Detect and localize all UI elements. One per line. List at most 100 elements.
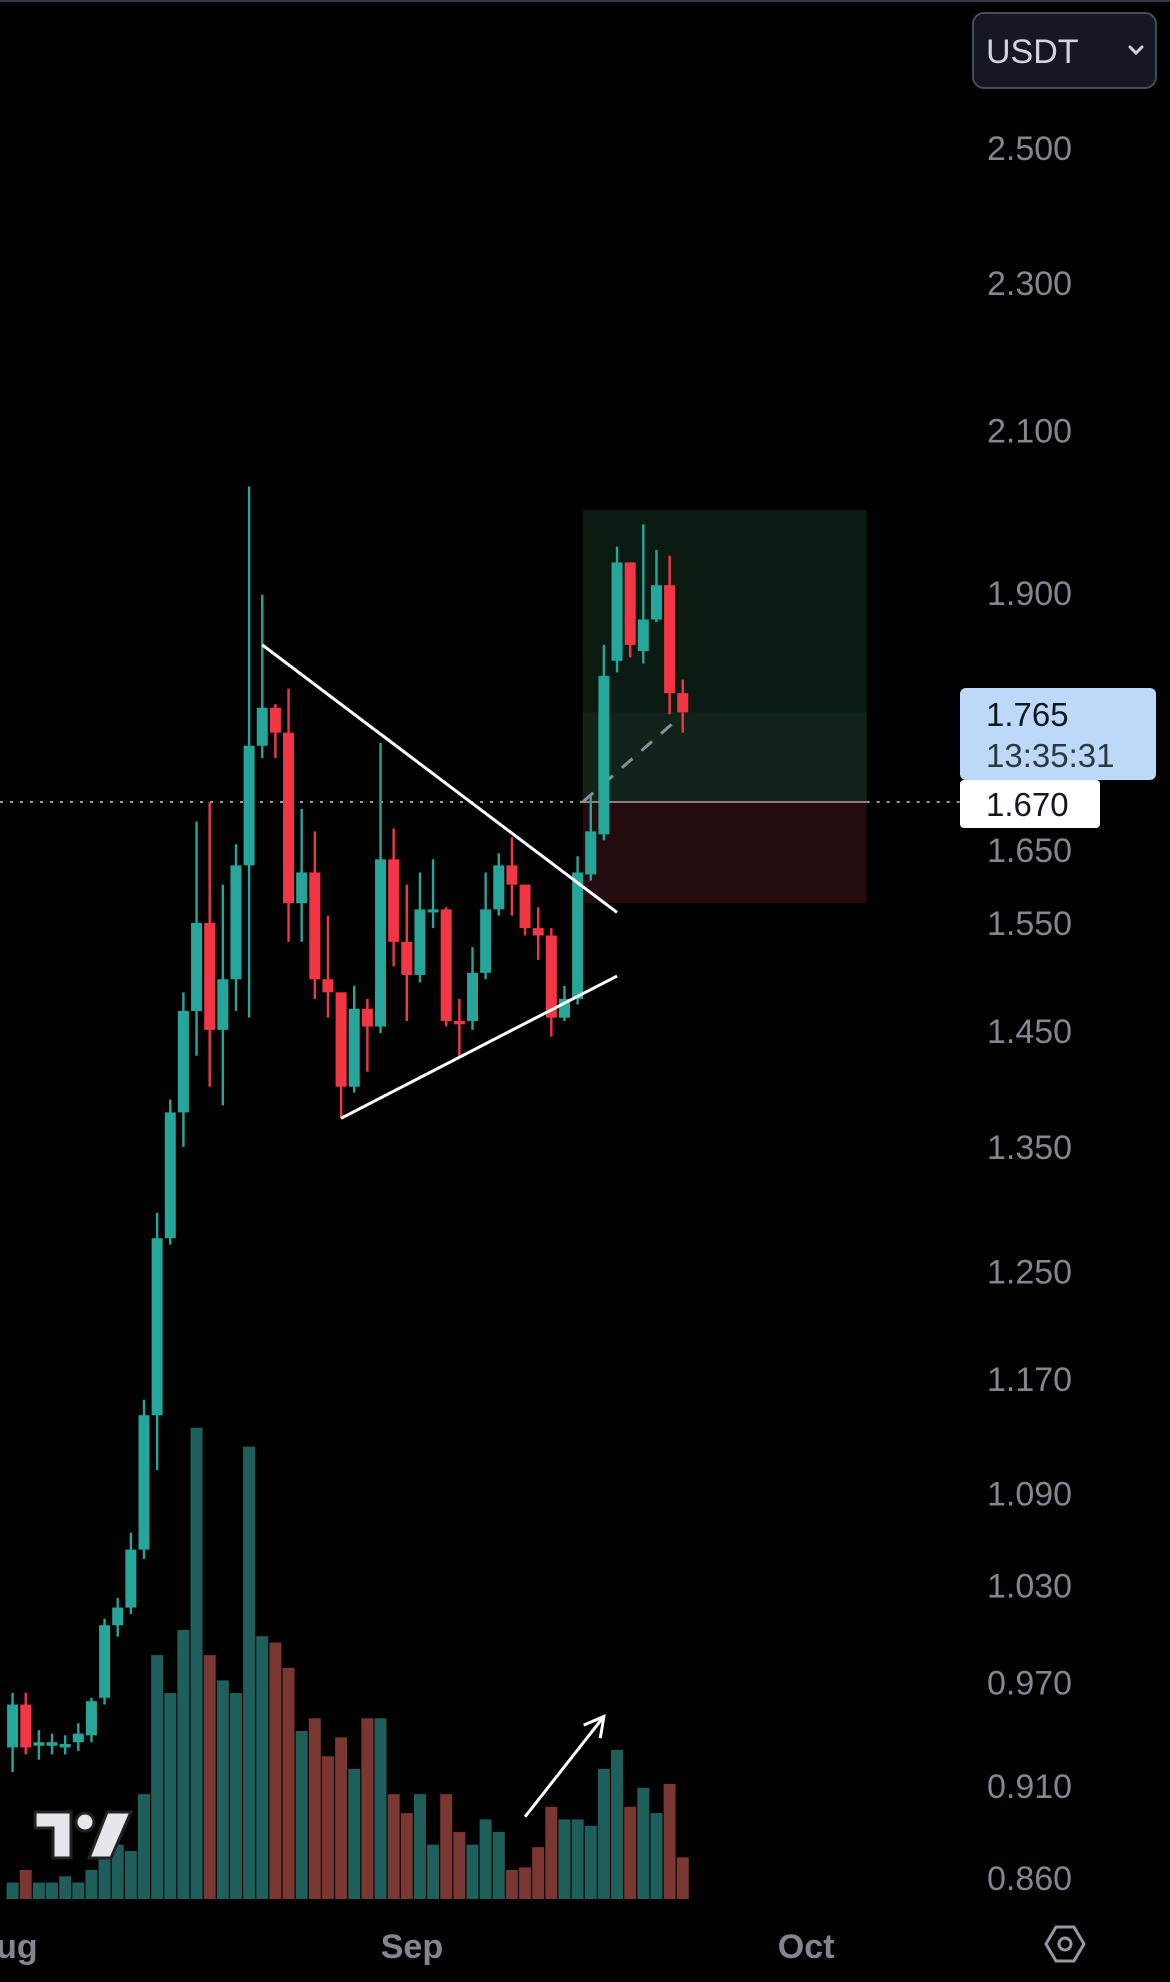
- candle-body: [269, 707, 281, 733]
- volume-bars: [6, 1427, 689, 1899]
- volume-bar: [519, 1867, 532, 1899]
- candle-body: [322, 979, 334, 993]
- settings-button[interactable]: [1044, 1925, 1086, 1963]
- candle-body: [164, 1112, 176, 1239]
- price-axis[interactable]: 2.500 2.300 2.100 1.900 1.650 1.550 1.450 1.350…: [987, 130, 1072, 1898]
- price-tick: 1.350: [987, 1129, 1072, 1167]
- candle-body: [230, 865, 242, 980]
- position-tool[interactable]: [0, 509, 960, 904]
- candles: [7, 486, 689, 1772]
- candle-body: [112, 1607, 124, 1626]
- candle-body: [177, 1011, 189, 1113]
- candle-body: [243, 745, 255, 866]
- volume-bar: [650, 1813, 663, 1899]
- volume-bar: [453, 1832, 466, 1899]
- candle-body: [611, 562, 623, 661]
- entry-price: 1.670: [986, 786, 1069, 823]
- volume-bar: [190, 1427, 203, 1899]
- candle-body: [59, 1743, 71, 1748]
- chevron-down-icon: [1128, 45, 1144, 56]
- candle-body: [401, 941, 413, 975]
- candle-body: [480, 909, 492, 973]
- candle-body: [99, 1625, 111, 1698]
- volume-bar: [387, 1794, 400, 1899]
- volume-bar: [571, 1819, 584, 1899]
- stop-zone[interactable]: [582, 802, 867, 904]
- volume-bar: [466, 1844, 479, 1899]
- candle-body: [545, 935, 557, 1018]
- candle-body: [467, 972, 478, 1021]
- candle-body: [519, 884, 531, 929]
- volume-bar: [85, 1869, 98, 1899]
- trendline[interactable]: [261, 643, 618, 914]
- candle-body: [309, 872, 321, 980]
- candle-body: [598, 676, 610, 835]
- volume-bar: [532, 1847, 545, 1899]
- candle-body: [506, 865, 518, 885]
- bar-countdown: 13:35:31: [986, 737, 1114, 774]
- candle-body: [151, 1238, 163, 1416]
- volume-bar: [611, 1749, 624, 1899]
- candle-body: [453, 1020, 465, 1025]
- candle-body: [348, 1008, 360, 1087]
- volume-bar: [335, 1737, 348, 1899]
- candle-body: [427, 909, 439, 913]
- volume-bar: [440, 1794, 453, 1899]
- currency-selector[interactable]: USDT: [972, 12, 1157, 89]
- volume-bar: [243, 1446, 256, 1899]
- volume-bar: [19, 1869, 32, 1899]
- candle-body: [572, 872, 584, 999]
- price-tick: 1.450: [987, 1013, 1072, 1051]
- candle-body: [624, 562, 636, 645]
- volume-bar: [348, 1768, 361, 1899]
- candle-body: [388, 859, 400, 942]
- candle-body: [440, 909, 452, 1021]
- candle-body: [46, 1742, 58, 1746]
- volume-bar: [545, 1806, 558, 1899]
- candle-body: [85, 1701, 97, 1736]
- candle-body: [664, 585, 676, 694]
- volume-bar: [413, 1794, 426, 1899]
- price-tick: 1.550: [987, 905, 1072, 943]
- volume-bar: [124, 1850, 137, 1899]
- tradingview-logo: [33, 1810, 134, 1860]
- candle-body: [204, 922, 216, 1030]
- volume-bar: [321, 1756, 334, 1899]
- candle-body: [414, 909, 426, 975]
- price-tick: 1.090: [987, 1476, 1072, 1514]
- candle-body: [283, 732, 295, 904]
- volume-bar: [138, 1794, 150, 1899]
- price-tick: 2.100: [987, 413, 1072, 451]
- candle-body: [191, 922, 203, 1012]
- price-tick: 1.170: [987, 1361, 1072, 1399]
- price-tick: 1.030: [987, 1567, 1072, 1605]
- volume-bar: [151, 1655, 164, 1899]
- volume-bar: [361, 1718, 374, 1899]
- drawings[interactable]: [261, 643, 618, 1818]
- volume-bar: [6, 1882, 19, 1899]
- candle-body: [637, 619, 649, 652]
- volume-bar: [229, 1693, 242, 1899]
- candle-body: [20, 1704, 32, 1748]
- price-tick: 1.650: [987, 832, 1072, 870]
- volume-bar: [676, 1857, 689, 1899]
- arrow-line[interactable]: [523, 1715, 606, 1818]
- volume-bar: [46, 1882, 59, 1899]
- trendline[interactable]: [340, 974, 618, 1120]
- candle-body: [138, 1415, 150, 1550]
- candle-body: [335, 992, 347, 1087]
- last-price: 1.765: [986, 696, 1069, 733]
- price-tick: 2.300: [987, 265, 1072, 303]
- volume-bar: [72, 1882, 85, 1899]
- gear-icon: [1044, 1925, 1086, 1963]
- time-axis[interactable]: Aug Sep Oct: [0, 1928, 834, 1966]
- candle-body: [72, 1733, 84, 1743]
- candle-body: [217, 979, 229, 1030]
- candle-body: [493, 865, 505, 910]
- volume-bar: [32, 1882, 45, 1899]
- time-tick: Aug: [0, 1928, 38, 1966]
- price-tick: 0.860: [987, 1860, 1072, 1898]
- price-tick: 1.250: [987, 1254, 1072, 1292]
- volume-bar: [177, 1629, 190, 1899]
